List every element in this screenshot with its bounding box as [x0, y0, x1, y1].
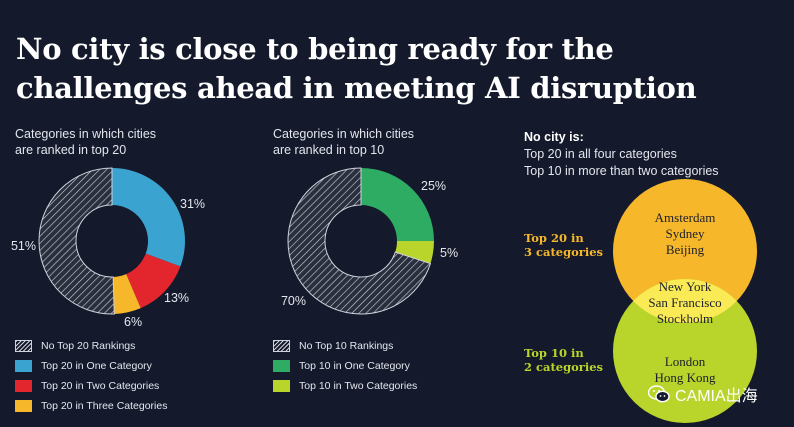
- no-city-note: No city is: Top 20 in all four categorie…: [524, 129, 719, 180]
- legend-top10: No Top 10 Rankings Top 10 in One Category…: [273, 336, 417, 396]
- slice-label-top-10-in-two-categories: 5%: [440, 246, 458, 260]
- legend-item-top-10-in-one-category: Top 10 in One Category: [273, 356, 417, 376]
- venn-bottom-label-line1: Top 10 in: [524, 346, 584, 360]
- slice-label-top-20-in-three-categories: 6%: [124, 315, 142, 329]
- slice-label-no-top-10-rankings: 70%: [281, 294, 306, 308]
- venn-city-stockholm: Stockholm: [657, 311, 713, 326]
- wechat-icon: [647, 385, 670, 403]
- chart1-subtitle-line2: are ranked in top 20: [15, 143, 127, 157]
- venn-city-beijing: Beijing: [666, 242, 705, 257]
- slice-label-top-20-in-two-categories: 13%: [164, 291, 189, 305]
- slice-label-top-10-in-one-category: 25%: [421, 179, 446, 193]
- legend-top20: No Top 20 Rankings Top 20 in One Category…: [15, 336, 167, 416]
- chart1-subtitle-line1: Categories in which cities: [15, 127, 157, 141]
- legend-item-top-20-in-two-categories: Top 20 in Two Categories: [15, 376, 167, 396]
- legend-swatch: [273, 360, 290, 372]
- chart2-subtitle: Categories in which cities are ranked in…: [273, 126, 463, 158]
- legend-item-top-20-in-three-categories: Top 20 in Three Categories: [15, 396, 167, 416]
- chart2-subtitle-line1: Categories in which cities: [273, 127, 415, 141]
- legend-swatch: [15, 360, 32, 372]
- venn-bottom-circle: [613, 279, 757, 423]
- legend-label: Top 20 in Two Categories: [41, 380, 160, 392]
- slice-top-20-in-three-categories: [113, 274, 141, 314]
- slice-no-top-20-rankings: [38, 167, 115, 315]
- slice-top-10-in-two-categories: [395, 241, 434, 264]
- slice-no-top-10-rankings: [287, 167, 432, 315]
- legend-label: No Top 10 Rankings: [299, 340, 394, 352]
- slice-top-20-in-two-categories: [126, 253, 181, 309]
- chart2-subtitle-line2: are ranked in top 10: [273, 143, 385, 157]
- venn-city-amsterdam: Amsterdam: [655, 210, 716, 225]
- venn-top-label-line2: 3 categories: [524, 245, 603, 259]
- venn-top-label-line1: Top 20 in: [524, 231, 584, 245]
- venn-top-circle: [613, 179, 757, 323]
- watermark-text: CAMIA出海: [675, 388, 758, 405]
- venn-city-hong-kong: Hong Kong: [654, 370, 716, 385]
- legend-swatch: [15, 380, 32, 392]
- venn-bottom-label-line2: 2 categories: [524, 360, 603, 374]
- slice-label-no-top-20-rankings: 51%: [11, 239, 36, 253]
- note-line2: Top 10 in more than two categories: [524, 164, 719, 178]
- legend-item-no-top-20-rankings: No Top 20 Rankings: [15, 336, 167, 356]
- legend-label: Top 20 in Three Categories: [41, 400, 168, 412]
- slice-top-20-in-one-category: [112, 168, 185, 267]
- legend-label: Top 10 in Two Categories: [299, 380, 418, 392]
- legend-swatch: [15, 340, 32, 352]
- venn-city-san-francisco: San Francisco: [648, 295, 721, 310]
- legend-swatch: [273, 380, 290, 392]
- legend-item-top-20-in-one-category: Top 20 in One Category: [15, 356, 167, 376]
- legend-label: Top 20 in One Category: [41, 360, 152, 372]
- venn-city-new-york: New York: [659, 279, 712, 294]
- legend-item-top-10-in-two-categories: Top 10 in Two Categories: [273, 376, 417, 396]
- venn-city-sydney: Sydney: [666, 226, 706, 241]
- legend-label: No Top 20 Rankings: [41, 340, 136, 352]
- note-line1: Top 20 in all four categories: [524, 147, 677, 161]
- slice-top-10-in-one-category: [361, 168, 434, 241]
- note-heading: No city is:: [524, 130, 584, 144]
- legend-label: Top 10 in One Category: [299, 360, 410, 372]
- legend-swatch: [273, 340, 290, 352]
- chart1-subtitle: Categories in which cities are ranked in…: [15, 126, 205, 158]
- venn-city-london: London: [665, 354, 706, 369]
- legend-swatch: [15, 400, 32, 412]
- watermark: CAMIA出海: [647, 382, 758, 406]
- slice-label-top-20-in-one-category: 31%: [180, 197, 205, 211]
- legend-item-no-top-10-rankings: No Top 10 Rankings: [273, 336, 417, 356]
- page-title: No city is close to being ready for the …: [16, 32, 697, 105]
